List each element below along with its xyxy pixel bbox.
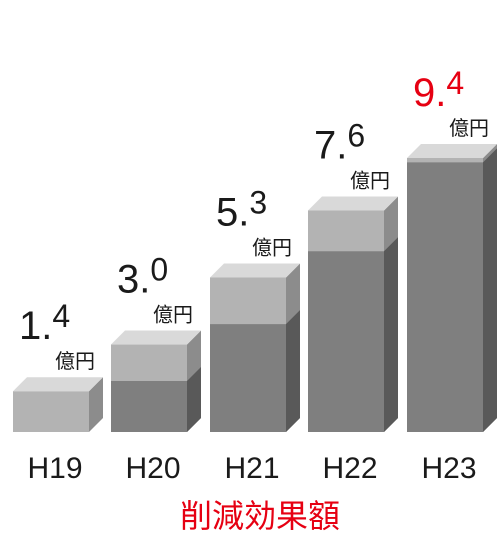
value-label-unit: 億円: [252, 237, 292, 260]
value-label-dot: .: [336, 123, 347, 167]
value-label-int: 3: [117, 258, 139, 302]
bar-front-upper: [13, 391, 89, 432]
category-ticks-layer: H19 H20 H21 H22 H23: [27, 452, 476, 485]
value-label-H23: 9.4億円: [413, 65, 489, 140]
value-label-decimal: 3: [249, 185, 267, 221]
category-label-H23: H23: [421, 452, 476, 485]
value-label-number: 9.4: [413, 65, 464, 115]
value-label-number: 3.0: [117, 252, 168, 302]
value-label-decimal: 4: [446, 65, 464, 101]
bar-top-face: [111, 330, 201, 345]
value-label-int: 1: [19, 304, 41, 348]
category-label-H19: H19: [27, 452, 82, 485]
bar-H19: [13, 377, 103, 432]
bar-H21: [210, 263, 300, 432]
value-label-dot: .: [41, 304, 52, 348]
value-label-decimal: 4: [52, 298, 70, 334]
value-label-unit: 億円: [350, 169, 390, 192]
value-label-unit: 億円: [449, 117, 489, 140]
value-label-H19: 1.4億円: [19, 298, 95, 373]
value-label-number: 5.3: [216, 185, 267, 235]
x-axis-label: 削減効果額: [180, 498, 340, 534]
bar-front-lower: [407, 162, 483, 433]
bar-front-lower: [210, 324, 286, 432]
bar-side-lower: [286, 310, 300, 432]
bar-H23: [407, 143, 497, 433]
category-label-H22: H22: [322, 452, 377, 485]
value-label-dot: .: [435, 71, 446, 115]
value-label-unit: 億円: [153, 304, 193, 327]
value-label-dot: .: [238, 191, 249, 235]
bar-H20: [111, 330, 201, 432]
bar-side-lower: [483, 148, 497, 433]
value-label-unit: 億円: [55, 350, 95, 373]
bar-side-upper: [89, 377, 103, 432]
value-label-H22: 7.6億円: [314, 117, 390, 192]
bar-side-lower: [187, 366, 201, 432]
category-label-H21: H21: [224, 452, 279, 485]
value-label-H20: 3.0億円: [117, 252, 193, 327]
bar-top-face: [407, 143, 497, 158]
bar-top-face: [308, 196, 398, 211]
value-label-number: 7.6: [314, 117, 365, 167]
bar-front-lower: [111, 380, 187, 432]
bar-front-lower: [308, 251, 384, 432]
value-label-decimal: 6: [347, 117, 365, 153]
value-label-number: 1.4: [19, 298, 70, 348]
bar-top-face: [13, 377, 103, 392]
value-label-decimal: 0: [150, 252, 168, 288]
value-label-int: 7: [314, 123, 336, 167]
bars-layer: [13, 143, 497, 433]
bar-side-lower: [384, 237, 398, 432]
bar-top-face: [210, 263, 300, 278]
category-label-H20: H20: [125, 452, 180, 485]
bar-H22: [308, 196, 398, 432]
value-label-int: 9: [413, 71, 435, 115]
value-label-int: 5: [216, 191, 238, 235]
value-label-H21: 5.3億円: [216, 185, 292, 260]
value-label-dot: .: [139, 258, 150, 302]
